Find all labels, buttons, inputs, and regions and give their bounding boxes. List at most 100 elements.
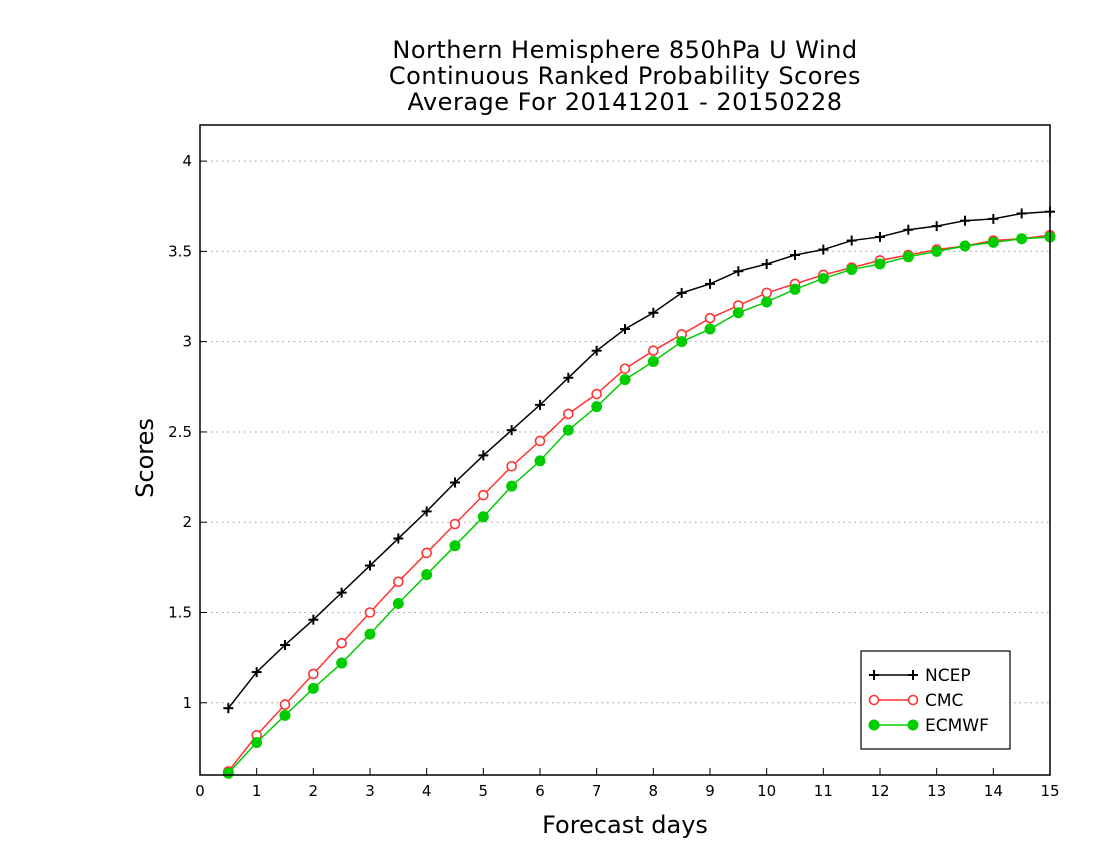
legend-label-cmc: CMC [925,691,963,711]
data-point-ecmwf [449,540,461,552]
data-point-ecmwf [421,569,433,581]
data-point-ncep [365,560,375,571]
data-point-ncep [223,703,234,714]
x-tick-label: 0 [195,782,205,800]
legend-marker-ecmwf [868,719,880,731]
data-point-cmc [648,345,659,356]
data-point-ecmwf [761,296,773,308]
data-point-ecmwf [846,263,858,275]
chart-title-line-2: Continuous Ranked Probability Scores [388,62,862,90]
data-point-ncep [790,250,800,260]
legend-item-ecmwf: ECMWF [868,716,989,736]
data-point-ncep [875,231,885,242]
x-tick-label: 5 [479,782,489,800]
data-point-cmc [449,518,461,530]
data-point-ecmwf [534,455,546,467]
y-tick-label: 2.5 [168,423,192,441]
series-lines [222,206,1056,779]
data-point-cmc [279,699,291,710]
data-point-ncep [393,533,404,544]
plot-frame [199,124,1051,776]
data-point-ecmwf [307,682,319,694]
legend-label-ncep: NCEP [925,666,971,686]
data-point-ecmwf [874,258,886,270]
y-tick-label: 1 [182,694,192,712]
legend-marker-cmc [868,694,880,706]
data-point-ncep [478,450,489,461]
data-point-ncep [421,506,432,517]
data-point-ncep [903,224,914,235]
legend-marker-cmc [907,694,919,706]
legend-item-ncep: NCEP [869,666,971,686]
data-point-ncep [251,667,262,678]
series-ecmwf [222,231,1056,779]
data-point-cmc [364,607,376,618]
x-tick-label: 2 [309,782,319,800]
data-point-ecmwf [987,236,999,248]
y-tick-label: 2 [182,513,192,531]
axis-ticks: 11.522.533.540 1 2 3 4 5 6 7 8 9 10 11 12 13 14 15 [168,152,1059,800]
data-point-ncep [988,213,999,224]
data-point-cmc [563,408,574,420]
data-point-ecmwf [591,401,603,413]
x-tick-label: 12 [870,782,889,800]
data-point-ecmwf [336,657,348,669]
data-point-ecmwf [222,767,234,779]
data-point-ecmwf [789,283,801,295]
data-point-ecmwf [619,374,631,386]
data-point-ncep [591,345,602,356]
data-point-ncep [818,244,829,255]
x-tick-label: 3 [365,782,375,800]
data-point-ncep [676,287,687,298]
data-point-cmc [421,547,432,559]
data-point-ncep [620,324,630,335]
gridlines [200,160,1050,704]
data-point-ecmwf [704,323,716,335]
data-point-ncep [931,221,942,232]
data-point-ncep [1016,208,1027,219]
data-point-cmc [393,576,404,588]
data-point-ncep [336,587,347,598]
series-line-ncep [227,210,1051,709]
data-point-cmc [761,287,772,299]
data-point-ecmwf [902,251,914,263]
data-point-ncep [733,266,744,277]
y-tick-label: 3 [182,333,192,351]
data-point-ecmwf [506,480,518,492]
y-tick-label: 1.5 [168,604,192,622]
x-tick-label: 9 [705,782,715,800]
chart-title-line-1: Northern Hemisphere 850hPa U Wind [392,36,858,64]
data-point-ecmwf [364,628,376,640]
data-point-ecmwf [676,336,688,348]
x-tick-label: 6 [535,782,545,800]
data-point-ncep [705,278,715,289]
data-point-ecmwf [732,307,744,319]
data-point-ecmwf [562,424,574,436]
data-point-ecmwf [477,511,489,523]
data-point-cmc [336,637,347,649]
data-point-ecmwf [959,240,971,252]
data-point-ecmwf [931,245,943,257]
data-point-ncep [846,235,857,246]
x-tick-label: 7 [592,782,602,800]
x-tick-label: 1 [252,782,262,800]
data-point-ecmwf [647,356,659,368]
x-axis-title: Forecast days [542,811,708,839]
data-point-ecmwf [392,597,404,609]
data-point-ncep [308,614,319,625]
y-tick-label: 3.5 [168,242,192,260]
chart-title-line-3: Average For 20141201 - 20150228 [407,88,843,116]
legend: NCEP CMC ECMWF [860,650,1011,750]
data-point-cmc [534,435,546,447]
data-point-ecmwf [251,737,263,748]
x-tick-label: 14 [984,782,1003,800]
x-tick-label: 11 [814,782,833,800]
data-point-cmc [506,460,517,472]
data-point-ncep [535,399,545,410]
data-point-ncep [648,307,659,318]
data-point-ncep [450,477,460,488]
legend-marker-ncep [869,670,879,680]
data-point-ecmwf [1016,233,1028,245]
data-point-ecmwf [279,709,291,721]
